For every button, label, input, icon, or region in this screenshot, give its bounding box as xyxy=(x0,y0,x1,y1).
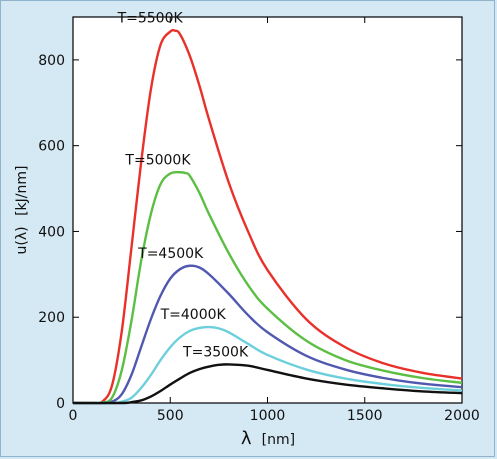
x-axis-symbol: λ xyxy=(241,428,252,449)
y-tick-label: 400 xyxy=(38,224,65,240)
x-axis-unit: [nm] xyxy=(262,432,295,448)
series-line xyxy=(72,325,463,405)
curve-label: T=5000K xyxy=(124,152,191,168)
curve-label: T=4000K xyxy=(160,307,227,323)
y-tick-label: 800 xyxy=(38,53,65,69)
curves xyxy=(72,28,463,405)
y-tick-label: 200 xyxy=(38,310,65,326)
y-tick-label: 600 xyxy=(38,139,65,155)
y-axis-label: u(λ) [kJ/nm] xyxy=(14,166,30,255)
curve-labels: T=5500K T=5000K T=4500K T=4000K T=3500K xyxy=(117,11,249,361)
axes xyxy=(72,16,463,404)
y-tick-label: 0 xyxy=(56,396,65,412)
curve-label: T=3500K xyxy=(182,344,249,360)
tick-labels: 0 500 1000 1500 2000 0 200 400 600 800 xyxy=(38,53,480,424)
curve-label: T=4500K xyxy=(137,246,204,262)
x-tick-label: 500 xyxy=(157,408,184,424)
x-tick-label: 1000 xyxy=(250,408,286,424)
x-tick-label: 0 xyxy=(69,408,78,424)
plot-area xyxy=(72,16,463,404)
curve-label: T=5500K xyxy=(117,11,184,27)
series-line xyxy=(72,264,463,405)
x-tick-label: 2000 xyxy=(444,408,480,424)
y-axis-unit: [kJ/nm] xyxy=(14,166,30,216)
y-axis-symbol: u(λ) xyxy=(14,226,30,254)
x-tick-label: 1500 xyxy=(347,408,383,424)
series-line xyxy=(72,170,463,405)
series-line xyxy=(72,28,463,405)
series-line xyxy=(72,363,463,405)
x-axis-label: λ [nm] xyxy=(241,428,295,449)
